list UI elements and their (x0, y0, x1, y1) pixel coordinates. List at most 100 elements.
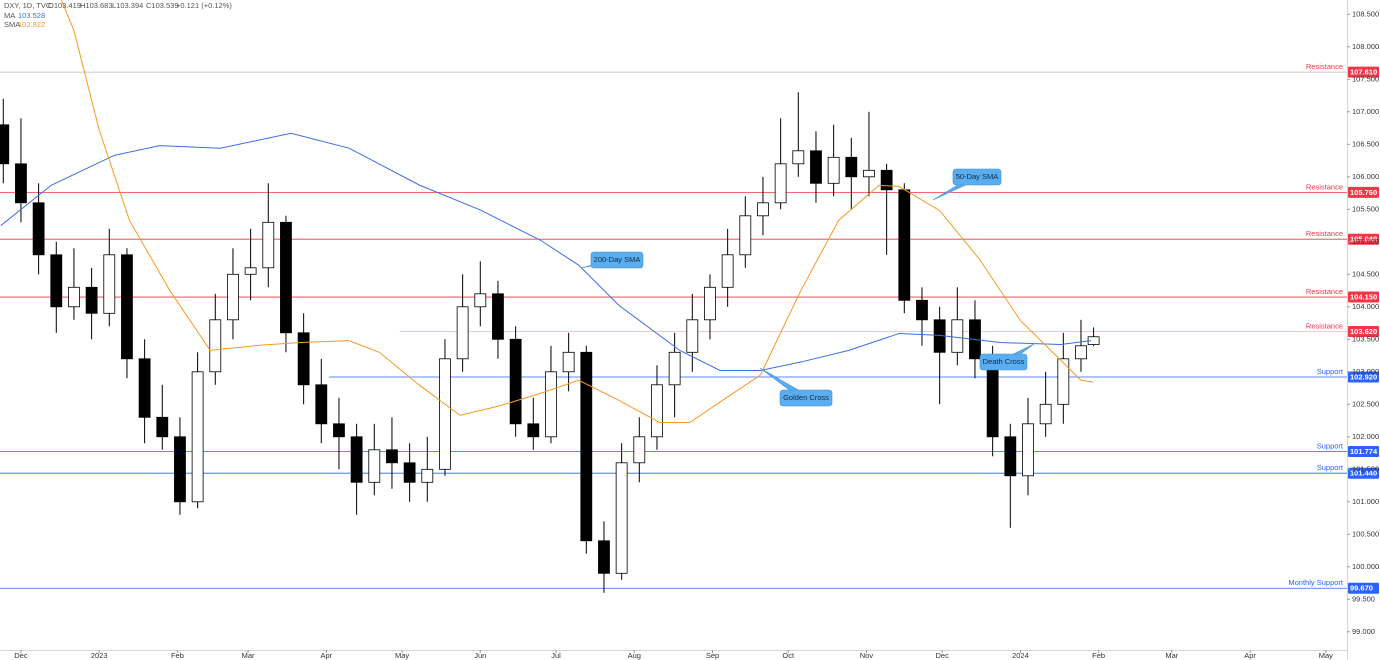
candle-body (15, 163, 27, 204)
candle-body (774, 163, 787, 204)
candle-body (492, 293, 504, 340)
candle-body (368, 449, 381, 483)
candle-body (986, 358, 999, 438)
candle-body (315, 384, 328, 425)
callout-label: Death Cross (983, 357, 1025, 366)
candle-body (810, 150, 822, 184)
callout-box (590, 251, 644, 269)
level-label: Resistance (1306, 287, 1343, 296)
candle-body (509, 338, 522, 425)
header-close: C103.539 (146, 1, 179, 10)
candle-body (403, 462, 416, 483)
x-tick-label: Apr (1244, 651, 1256, 660)
candle-body (474, 293, 487, 308)
y-tick-label: 99.500 (1352, 594, 1375, 603)
x-tick-label: Mar (242, 651, 255, 660)
candle-body (951, 319, 964, 353)
level-label: Resistance (1306, 321, 1343, 330)
candle-body (50, 254, 63, 308)
level-label: Support (1317, 463, 1344, 472)
header-low: L103.394 (112, 1, 143, 10)
candle-body (191, 371, 204, 503)
candle-body (880, 169, 893, 191)
price-tag (1348, 291, 1379, 303)
level-label: Support (1317, 441, 1344, 450)
legend-name: MA (4, 11, 15, 20)
x-tick-label: Jul (551, 651, 561, 660)
x-tick-label: Mar (1165, 651, 1178, 660)
y-tick-label: 104.000 (1352, 302, 1379, 311)
x-tick-label: Feb (171, 651, 184, 660)
y-tick-label: 106.000 (1352, 172, 1379, 181)
callout-box (779, 389, 833, 407)
candle-body (85, 286, 98, 314)
x-tick-label: Jun (474, 651, 486, 660)
x-tick-label: 2024 (1012, 651, 1029, 660)
price-tag (1348, 233, 1379, 245)
price-tag-label: 101.440 (1350, 469, 1377, 478)
y-tick-label: 105.500 (1352, 204, 1379, 213)
candle-body (827, 156, 840, 184)
x-tick-label: Dec (935, 651, 949, 660)
price-tag-label: 105.040 (1350, 235, 1377, 244)
candle-body (633, 436, 646, 464)
candle-body (686, 319, 699, 353)
x-tick-label: Apr (321, 651, 333, 660)
y-tick-label: 102.500 (1352, 399, 1379, 408)
y-tick-label: 101.500 (1352, 464, 1379, 473)
candle-body (174, 436, 186, 503)
level-label: Monthly Support (1288, 578, 1344, 587)
y-tick-label: 103.500 (1352, 334, 1379, 343)
price-tag-label: 103.620 (1350, 327, 1377, 336)
x-tick-label: Dec (14, 651, 28, 660)
candle-body (615, 462, 628, 574)
candle-body (916, 299, 928, 321)
candle-body (103, 254, 116, 314)
y-tick-label: 99.000 (1352, 627, 1375, 636)
x-tick-label: Sep (706, 651, 719, 660)
y-tick-label: 108.000 (1352, 42, 1379, 51)
level-label: Support (1317, 367, 1344, 376)
level-label: Resistance (1306, 229, 1343, 238)
candle-body (1004, 436, 1017, 477)
header-open: O103.419 (48, 1, 81, 10)
price-tag (1348, 66, 1379, 78)
price-tag (1348, 326, 1379, 337)
candle-body (456, 306, 469, 360)
x-tick-label: May (1319, 651, 1333, 660)
moving-average-line (0, 132, 1092, 371)
header-high: H103.683 (80, 1, 113, 10)
candle-body (845, 156, 858, 178)
y-tick-label: 101.000 (1352, 497, 1379, 506)
callout-label: 50-Day SMA (956, 172, 999, 181)
candle-body (704, 286, 716, 321)
price-tag (1348, 186, 1379, 198)
level-label: Resistance (1306, 182, 1343, 191)
price-tag-label: 101.774 (1350, 447, 1378, 456)
candle-body (0, 124, 10, 165)
y-tick-label: 106.500 (1352, 139, 1379, 148)
candle-body (333, 423, 345, 438)
candle-body (121, 254, 133, 360)
candle-body (439, 358, 451, 470)
candle-body (898, 189, 911, 301)
y-tick-label: 103.000 (1352, 367, 1379, 376)
x-tick-label: Feb (1092, 651, 1105, 660)
candle-body (580, 351, 593, 542)
candle-body (739, 215, 752, 256)
callout-label: 200-Day SMA (594, 255, 641, 264)
candle-body (209, 319, 222, 373)
candle-body (68, 286, 80, 308)
legend-value: 102.822 (18, 20, 45, 29)
candle-body (792, 150, 805, 165)
price-tag-label: 99.670 (1350, 584, 1373, 593)
price-tag-label: 102.920 (1350, 372, 1377, 381)
candle-body (757, 202, 769, 217)
legend-name: SMA (4, 20, 20, 29)
candle-body (651, 384, 663, 438)
y-tick-label: 104.500 (1352, 269, 1379, 278)
price-tag (1348, 582, 1379, 594)
y-tick-label: 107.500 (1352, 74, 1379, 83)
x-tick-label: 2023 (91, 651, 108, 660)
candle-body (138, 358, 151, 418)
